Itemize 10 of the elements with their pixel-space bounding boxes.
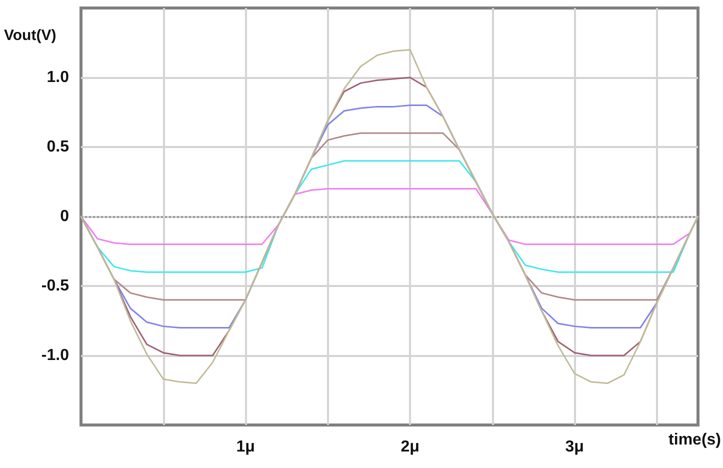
x-tick-label: 2μ [400,438,420,456]
y-tick-label: -1.0 [41,347,70,364]
y-tick-label: 0 [60,208,70,225]
y-tick-label: -0.5 [41,278,70,294]
x-tick-label: 3μ [565,438,584,456]
x-tick-label: 1μ [236,438,255,456]
y-axis-title: Vout(V) [4,27,56,44]
y-tick-label: 0.5 [46,138,70,156]
x-axis-title: time(s) [668,432,721,448]
y-tick-label: 1.0 [46,69,70,86]
